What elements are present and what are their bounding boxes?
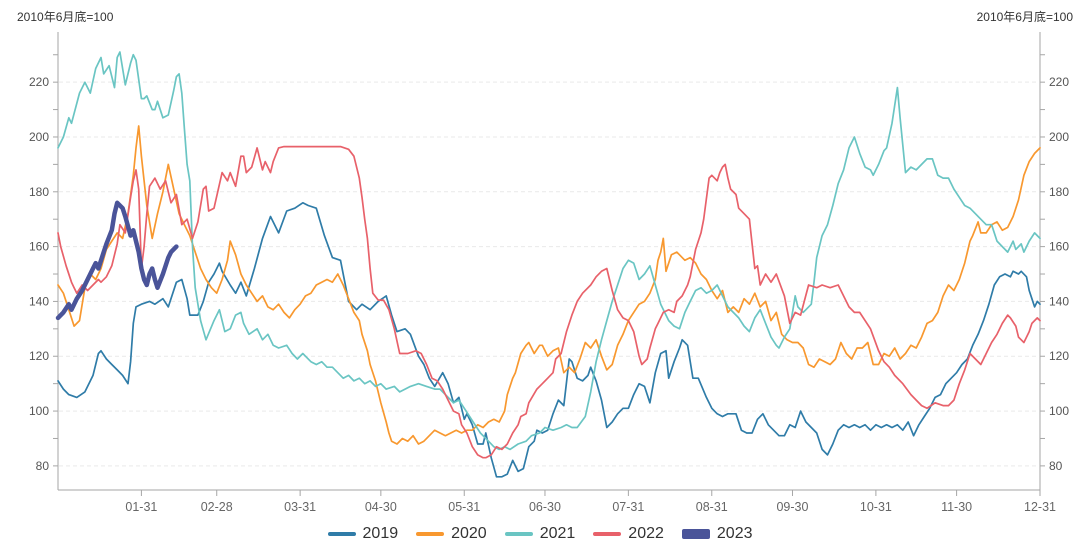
left-axis-note: 2010年6月底=100 [17,10,114,24]
right-y-tick-label: 220 [1049,75,1069,89]
left-y-tick-label: 100 [29,404,49,418]
x-tick-label: 01-31 [125,500,157,514]
series-line-2023[interactable] [55,200,179,321]
right-y-tick-label: 140 [1049,294,1069,308]
legend-item-2023[interactable]: 2023 [681,525,753,543]
series-line-2021[interactable] [57,51,1041,451]
right-y-tick-label: 180 [1049,185,1069,199]
right-y-tick-label: 200 [1049,130,1069,144]
series-line-2019[interactable] [57,201,1041,478]
legend-swatch-2020 [416,532,445,536]
x-tick-label: 11-30 [941,500,972,514]
left-y-tick-label: 120 [29,349,49,363]
left-y-tick-label: 140 [29,294,49,308]
x-tick-label: 10-31 [860,500,892,514]
legend-label-2022: 2022 [628,525,664,542]
legend-item-2019[interactable]: 2019 [327,525,399,543]
left-y-tick-label: 200 [29,130,49,144]
legend-swatch-2022 [593,532,622,536]
right-y-tick-label: 100 [1049,404,1069,418]
x-tick-label: 08-31 [696,500,728,514]
right-y-tick-label: 160 [1049,240,1069,254]
left-y-tick-label: 80 [36,459,50,473]
series-line-2020[interactable] [57,125,1041,445]
left-y-tick-label: 180 [29,185,49,199]
legend-label-2019: 2019 [362,525,399,542]
legend-item-2020[interactable]: 2020 [416,525,487,543]
legend-item-2021[interactable]: 2021 [504,525,576,543]
right-y-tick-label: 120 [1049,349,1069,363]
x-tick-label: 04-30 [365,500,397,514]
x-tick-label: 09-30 [776,500,808,514]
x-tick-label: 07-31 [612,500,644,514]
left-y-tick-label: 220 [29,75,49,89]
left-y-tick-label: 160 [29,240,49,254]
series-line-2022[interactable] [57,145,1041,459]
x-tick-label: 05-31 [448,500,480,514]
legend-item-2022[interactable]: 2022 [593,525,664,543]
chart-legend: 2019 2020 2021 2022 2023 [0,525,1080,543]
x-tick-label: 12-31 [1024,500,1056,514]
x-tick-label: 02-28 [201,500,233,514]
legend-swatch-2019 [327,532,356,536]
x-tick-label: 06-30 [529,500,561,514]
legend-label-2020: 2020 [451,525,487,542]
legend-swatch-2023 [681,529,710,539]
legend-label-2023: 2023 [716,525,753,542]
right-axis-note: 2010年6月底=100 [976,10,1073,24]
legend-swatch-2021 [504,532,533,536]
right-y-tick-label: 80 [1049,459,1063,473]
x-tick-label: 03-31 [284,500,316,514]
legend-label-2021: 2021 [539,525,576,542]
